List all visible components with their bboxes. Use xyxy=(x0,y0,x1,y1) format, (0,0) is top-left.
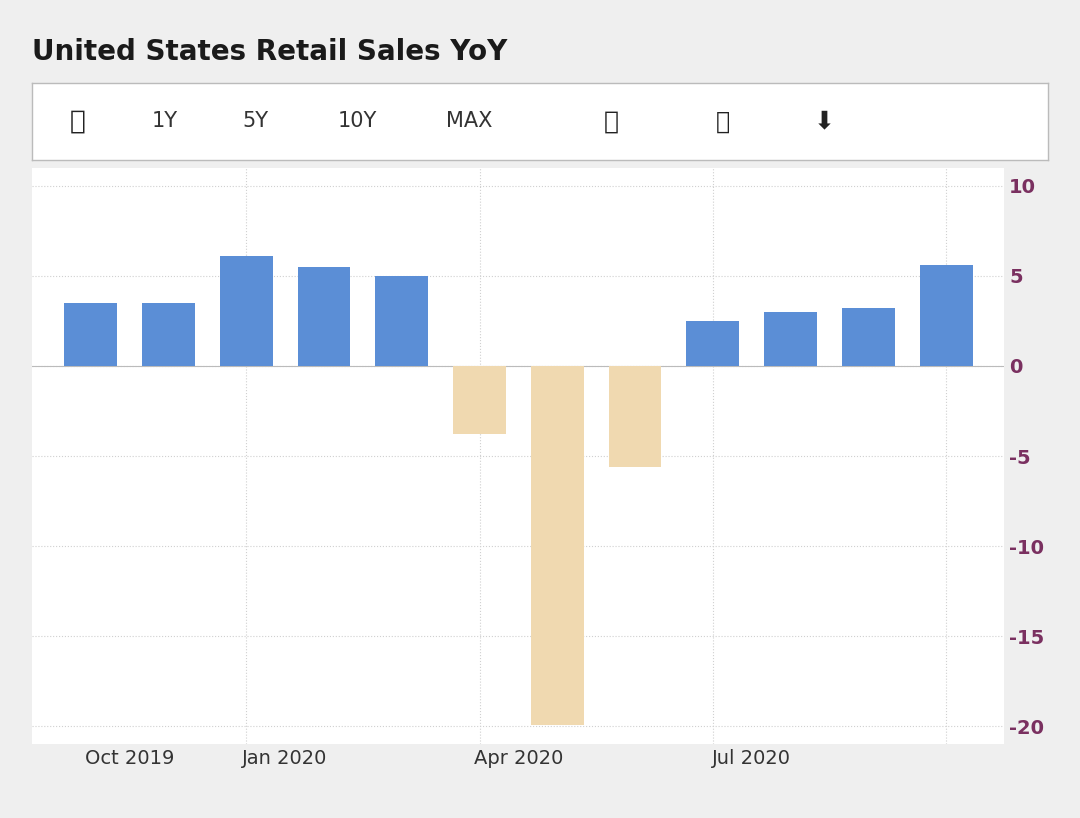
Text: ⬇: ⬇ xyxy=(813,110,835,133)
Bar xyxy=(376,276,428,366)
Text: 📅: 📅 xyxy=(70,109,86,134)
Bar xyxy=(765,312,816,366)
Bar xyxy=(687,321,739,366)
Text: United States Retail Sales YoY: United States Retail Sales YoY xyxy=(32,38,508,66)
Text: 🔀: 🔀 xyxy=(716,110,730,133)
Bar xyxy=(143,303,194,366)
Bar xyxy=(531,366,583,725)
Text: 1Y: 1Y xyxy=(151,111,177,132)
Text: 📊: 📊 xyxy=(604,110,619,133)
Bar xyxy=(842,308,894,366)
Text: 10Y: 10Y xyxy=(338,111,377,132)
Bar xyxy=(65,303,117,366)
Bar xyxy=(454,366,505,434)
Bar xyxy=(220,256,272,366)
Bar xyxy=(298,267,350,366)
Bar xyxy=(609,366,661,467)
Text: MAX: MAX xyxy=(446,111,492,132)
Bar xyxy=(920,265,972,366)
Text: 5Y: 5Y xyxy=(243,111,269,132)
